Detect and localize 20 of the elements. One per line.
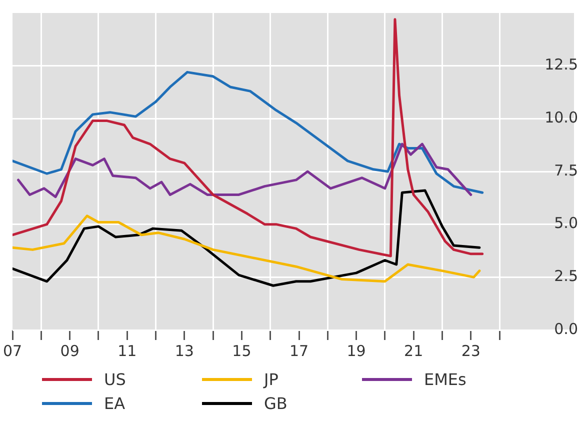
legend-label: JP <box>264 370 278 388</box>
x-tick-label: 21 <box>404 342 424 360</box>
y-tick-label: 10.0 <box>544 108 578 127</box>
y-tick-label: 7.5 <box>554 161 578 180</box>
x-tick-label: 11 <box>118 342 137 360</box>
x-tick-label: 17 <box>289 342 309 360</box>
x-tick-label: 07 <box>2 342 22 360</box>
x-tick-label: 15 <box>232 342 252 360</box>
x-tick-label: 13 <box>174 342 194 360</box>
legend-label: US <box>104 370 126 388</box>
x-tick-label: 09 <box>60 342 80 360</box>
y-tick-label: 2.5 <box>554 267 578 286</box>
legend-label: EA <box>104 394 126 412</box>
y-tick-label: 0.0 <box>554 320 578 338</box>
y-tick-label: 5.0 <box>554 214 578 232</box>
legend-label: GB <box>264 394 288 412</box>
x-tick-label: 19 <box>346 342 366 360</box>
x-tick-label: 23 <box>461 342 480 360</box>
y-tick-label: 12.5 <box>544 56 578 74</box>
legend-label: EMEs <box>424 370 466 388</box>
